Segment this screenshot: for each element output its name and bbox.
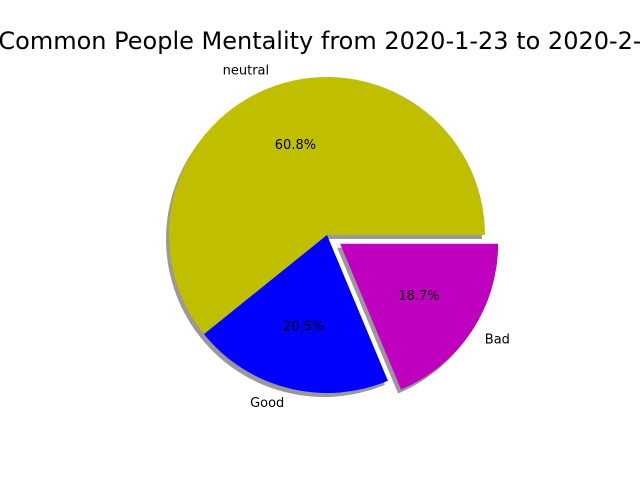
pie-slice-bad <box>340 243 499 390</box>
slice-percent-good: 20.5% <box>283 319 324 334</box>
slice-percent-bad: 18.7% <box>398 289 439 304</box>
slice-percent-neutral: 60.8% <box>275 138 316 153</box>
pie-slice-neutral <box>169 77 485 335</box>
pie-slice-good <box>204 235 388 393</box>
pie-labels: neutral 60.8% Good 20.5% Bad 18.7% <box>223 64 510 411</box>
slice-label-neutral: neutral <box>223 64 270 79</box>
chart-title: Common People Mentality from 2020-1-23 t… <box>0 27 640 55</box>
pie-slices <box>169 77 499 393</box>
slice-label-bad: Bad <box>485 333 510 348</box>
slice-label-good: Good <box>250 396 284 411</box>
